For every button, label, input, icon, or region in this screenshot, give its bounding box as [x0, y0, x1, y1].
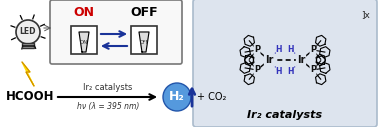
Text: H: H	[288, 44, 294, 53]
Text: P: P	[310, 66, 316, 75]
FancyBboxPatch shape	[193, 0, 377, 127]
FancyBboxPatch shape	[22, 43, 34, 48]
Text: H: H	[276, 44, 282, 53]
Text: Ir: Ir	[297, 55, 305, 65]
FancyBboxPatch shape	[131, 26, 157, 54]
Text: P: P	[254, 45, 260, 54]
Text: H₂: H₂	[169, 91, 185, 104]
Text: + CO₂: + CO₂	[197, 92, 226, 102]
Text: H: H	[288, 67, 294, 75]
Text: OFF: OFF	[139, 39, 149, 44]
Text: ON: ON	[73, 5, 94, 19]
FancyBboxPatch shape	[50, 0, 182, 64]
Text: ]x: ]x	[361, 10, 370, 19]
Circle shape	[163, 83, 191, 111]
Circle shape	[16, 20, 40, 44]
Polygon shape	[139, 32, 149, 52]
Text: P: P	[254, 66, 260, 75]
Text: LED: LED	[20, 28, 36, 36]
FancyBboxPatch shape	[71, 26, 97, 54]
Text: H: H	[276, 67, 282, 75]
Text: OFF: OFF	[130, 5, 158, 19]
Text: Ir₂ catalysts: Ir₂ catalysts	[248, 110, 322, 120]
Text: Ir: Ir	[265, 55, 273, 65]
Text: Ir₂ catalysts: Ir₂ catalysts	[83, 83, 133, 92]
Text: ON: ON	[80, 39, 88, 44]
Text: hν (λ = 395 nm): hν (λ = 395 nm)	[77, 101, 139, 110]
Text: P: P	[310, 45, 316, 54]
Polygon shape	[22, 62, 34, 86]
Text: HCOOH: HCOOH	[6, 91, 54, 104]
Polygon shape	[79, 32, 89, 52]
